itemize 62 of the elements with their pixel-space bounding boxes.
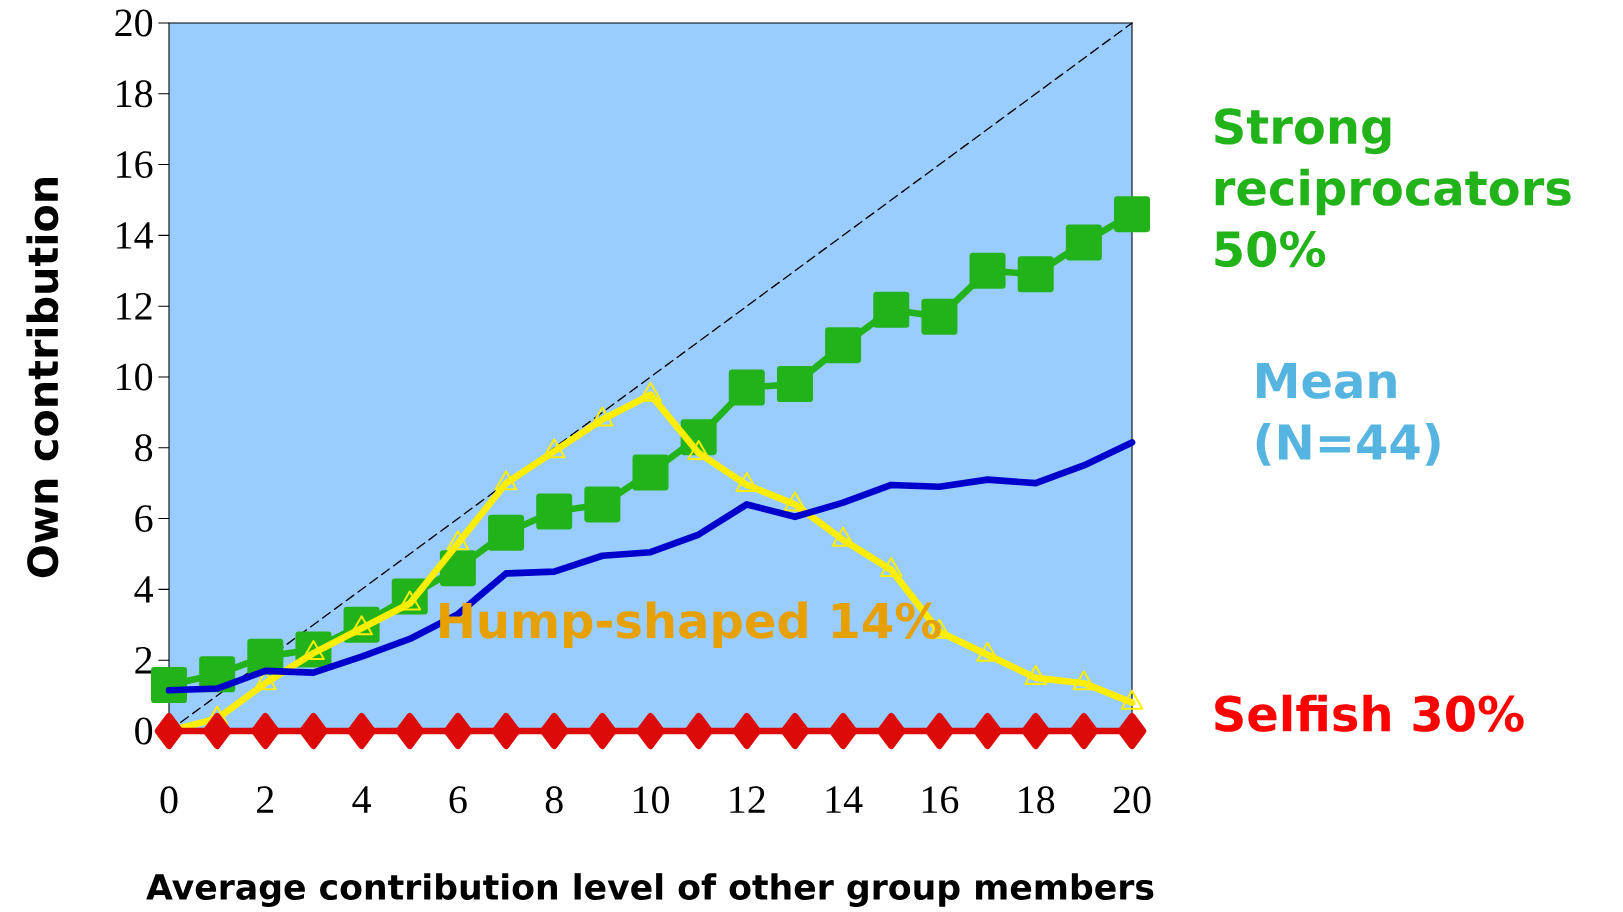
x-tick-label: 4 (352, 786, 371, 813)
point (439, 550, 476, 587)
point (250, 712, 280, 749)
x-tick-label: 16 (922, 786, 959, 814)
y-tick-label: 6 (135, 505, 153, 533)
y-tick-label: 18 (117, 80, 153, 108)
point (776, 366, 813, 403)
point (1017, 256, 1054, 293)
point (1117, 712, 1147, 749)
point (443, 712, 473, 749)
point (1021, 712, 1051, 749)
point (347, 712, 376, 749)
x-tick-label: 0 (160, 786, 178, 814)
point (154, 712, 184, 749)
point (684, 712, 713, 749)
point (925, 712, 954, 749)
point (636, 712, 665, 749)
x-tick-label: 12 (730, 786, 765, 813)
x-tick-label: 14 (826, 786, 863, 813)
point (584, 486, 621, 523)
point (728, 369, 765, 406)
y-tick-label: 14 (117, 222, 154, 249)
x-tick-label: 6 (449, 786, 467, 814)
point (588, 712, 617, 749)
y-tick-label: 10 (117, 363, 153, 391)
point (780, 712, 810, 749)
point (825, 327, 862, 364)
y-tick-label: 0 (135, 717, 153, 745)
y-tick-label: 20 (115, 9, 153, 37)
x-tick-label: 8 (545, 786, 563, 814)
text: Mean (N=44) (1256, 363, 1440, 466)
x-tick-label: 2 (257, 786, 274, 813)
x-tick-label: 20 (1113, 786, 1151, 814)
point (1114, 196, 1151, 233)
point (1069, 712, 1099, 749)
point (969, 252, 1006, 289)
y-tick-label: 8 (135, 434, 153, 462)
point (973, 712, 1002, 749)
point (1065, 224, 1102, 261)
x-axis-title: Average contribution level of other group members (146, 873, 1154, 907)
series-label: Selfish 30% (1215, 694, 1524, 732)
point (491, 712, 521, 749)
y-tick-label: 2 (135, 646, 152, 674)
x-tick-label: 18 (1019, 786, 1055, 814)
y-axis-title: Own contribution (26, 177, 59, 578)
point (921, 298, 958, 335)
point (732, 712, 762, 749)
y-tick-label: 16 (117, 151, 153, 179)
y-tick-label: 4 (134, 576, 154, 603)
point (488, 514, 525, 551)
point (873, 291, 910, 328)
point (539, 712, 569, 749)
point (828, 712, 858, 749)
series-label: Strong reciprocators 50% (1215, 108, 1571, 268)
point (876, 712, 906, 749)
point (299, 712, 328, 749)
point (632, 454, 669, 491)
point (202, 712, 232, 749)
point (395, 712, 425, 749)
point (536, 493, 573, 530)
y-tick-label: 12 (117, 292, 152, 320)
x-tick-label: 10 (634, 786, 669, 814)
